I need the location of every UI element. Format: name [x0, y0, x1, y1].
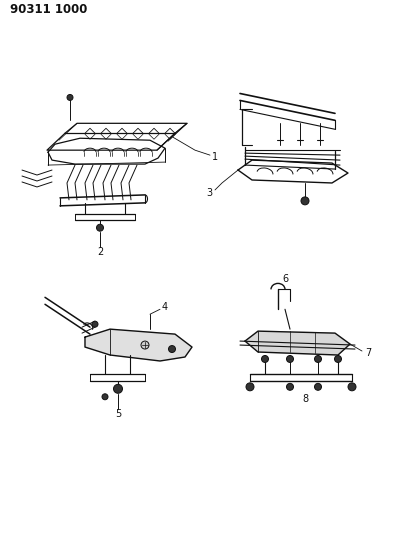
Circle shape	[168, 345, 175, 352]
Circle shape	[300, 197, 308, 205]
Circle shape	[347, 383, 355, 391]
Circle shape	[141, 341, 149, 349]
Circle shape	[314, 383, 321, 390]
Circle shape	[67, 94, 73, 100]
Text: 90311 1000: 90311 1000	[10, 3, 87, 16]
Text: 4: 4	[162, 302, 168, 312]
Text: 7: 7	[364, 348, 370, 358]
Circle shape	[102, 394, 108, 400]
Text: 8: 8	[301, 394, 307, 404]
Polygon shape	[85, 329, 192, 361]
Circle shape	[286, 356, 293, 362]
Text: 5: 5	[115, 409, 121, 419]
Circle shape	[261, 356, 268, 362]
Text: 3: 3	[205, 188, 211, 198]
Text: 6: 6	[281, 274, 288, 285]
Circle shape	[286, 383, 293, 390]
Text: 1: 1	[211, 152, 217, 162]
Circle shape	[113, 384, 122, 393]
Circle shape	[92, 321, 98, 327]
Circle shape	[245, 383, 254, 391]
Circle shape	[314, 356, 321, 362]
Text: 2: 2	[97, 247, 103, 256]
Circle shape	[96, 224, 103, 231]
Polygon shape	[244, 331, 349, 355]
Circle shape	[334, 356, 341, 362]
